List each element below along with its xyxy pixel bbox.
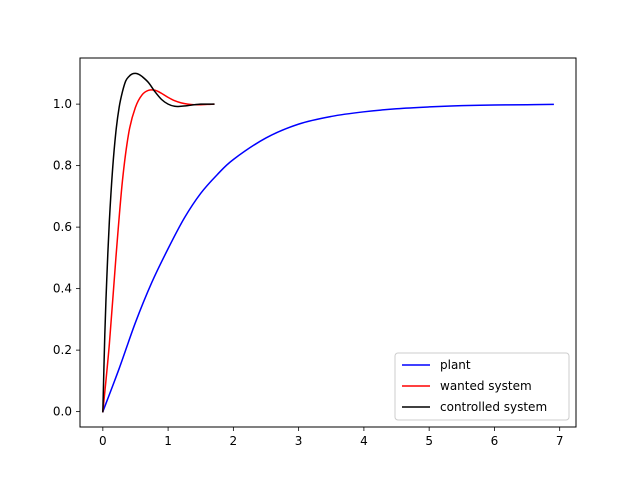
legend-label: plant [440, 358, 471, 372]
legend: plant wanted system controlled system [394, 352, 570, 421]
x-tick-label: 4 [360, 434, 368, 448]
x-tick-label: 6 [491, 434, 499, 448]
x-tick-label: 3 [295, 434, 303, 448]
series-line-0 [101, 103, 554, 413]
series-line-2 [102, 72, 215, 413]
y-axis-ticks: 0.0 0.2 0.4 0.6 0.8 1.0 [53, 97, 80, 419]
y-tick-label: 0.0 [53, 405, 72, 419]
y-tick-label: 0.8 [53, 159, 72, 173]
y-tick-label: 0.6 [53, 220, 72, 234]
x-tick-label: 5 [425, 434, 433, 448]
x-tick-label: 1 [164, 434, 172, 448]
y-tick-label: 1.0 [53, 97, 72, 111]
axes-frame [79, 57, 577, 428]
legend-label: wanted system [440, 379, 532, 393]
x-tick-label: 0 [99, 434, 107, 448]
x-tick-label: 2 [230, 434, 238, 448]
x-axis-ticks: 0 1 2 3 4 5 6 7 [99, 427, 564, 448]
y-tick-label: 0.4 [53, 282, 72, 296]
legend-label: controlled system [440, 400, 547, 414]
y-tick-label: 0.2 [53, 343, 72, 357]
legend-box [394, 352, 570, 421]
x-tick-label: 7 [556, 434, 564, 448]
series-layer [101, 72, 554, 413]
